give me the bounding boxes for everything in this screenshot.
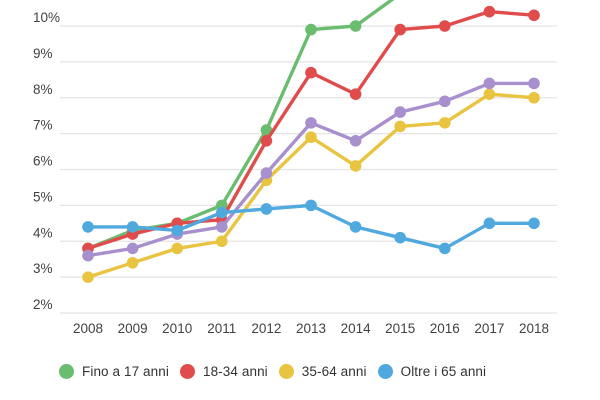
data-point-fino-a-17-2013[interactable] — [305, 23, 317, 36]
data-point-viola-2017[interactable] — [483, 77, 496, 90]
legend-dot-18-34 — [179, 364, 195, 379]
y-tick-label: 2% — [33, 297, 53, 312]
legend-item-oltre-65: Oltre i 65 anni — [377, 364, 487, 379]
data-point-viola-2011[interactable] — [216, 221, 228, 233]
series-line-18-34 — [86, 9, 536, 251]
legend-dot-oltre-65 — [377, 364, 393, 379]
data-point-fino-a-17-2014[interactable] — [349, 20, 362, 32]
x-tick-label: 2015 — [385, 321, 415, 336]
data-point-35-64-2013[interactable] — [305, 131, 317, 144]
data-point-18-34-2018[interactable] — [528, 9, 540, 22]
data-point-oltre-65-2013[interactable] — [305, 199, 317, 212]
y-tick-label: 6% — [33, 154, 53, 169]
data-point-35-64-2008[interactable] — [82, 271, 94, 283]
y-tick-label: 4% — [33, 225, 53, 240]
x-tick-label: 2012 — [251, 321, 281, 336]
data-point-viola-2016[interactable] — [439, 95, 451, 108]
chart-legend: Fino a 17 anni 18-34 anni 35-64 anni Oltre … — [59, 364, 486, 379]
legend-label-oltre-65: Oltre i 65 anni — [400, 364, 487, 379]
data-point-viola-2009[interactable] — [126, 242, 139, 255]
legend-dot-fino-a-17 — [59, 364, 74, 379]
x-tick-label: 2016 — [430, 321, 460, 336]
y-tick-label: 9% — [33, 46, 53, 61]
data-point-18-34-2015[interactable] — [394, 23, 407, 36]
data-point-fino-a-17-2012[interactable] — [260, 124, 273, 136]
legend-item-18-34: 18-34 anni — [179, 364, 268, 379]
data-point-18-34-2016[interactable] — [439, 20, 451, 32]
data-point-viola-2012[interactable] — [260, 167, 273, 179]
x-tick-label: 2011 — [207, 321, 236, 336]
data-point-35-64-2015[interactable] — [394, 120, 407, 133]
x-tick-label: 2009 — [118, 321, 148, 336]
y-tick-label: 7% — [33, 118, 53, 133]
data-point-oltre-65-2015[interactable] — [394, 231, 407, 244]
data-point-oltre-65-2008[interactable] — [82, 221, 94, 233]
data-point-viola-2008[interactable] — [82, 249, 94, 262]
data-point-35-64-2017[interactable] — [483, 88, 496, 100]
data-point-18-34-2012[interactable] — [260, 135, 273, 147]
data-point-35-64-2018[interactable] — [528, 91, 540, 104]
data-point-18-34-2017[interactable] — [483, 5, 496, 18]
data-point-oltre-65-2018[interactable] — [528, 217, 540, 230]
data-point-viola-2014[interactable] — [349, 135, 362, 147]
data-point-oltre-65-2014[interactable] — [349, 221, 362, 233]
data-point-viola-2018[interactable] — [528, 77, 540, 90]
data-point-viola-2013[interactable] — [305, 117, 317, 129]
x-tick-label: 2017 — [474, 321, 504, 336]
legend-label-35-64: 35-64 anni — [301, 364, 367, 379]
x-tick-label: 2014 — [341, 321, 372, 336]
x-tick-label: 2013 — [296, 321, 326, 336]
data-point-oltre-65-2016[interactable] — [439, 242, 451, 255]
data-point-35-64-2016[interactable] — [439, 117, 451, 129]
data-point-oltre-65-2017[interactable] — [483, 217, 496, 230]
x-tick-label: 2010 — [162, 321, 192, 336]
data-point-35-64-2010[interactable] — [171, 242, 183, 255]
y-tick-label: 10% — [33, 10, 60, 25]
data-point-35-64-2014[interactable] — [349, 160, 362, 172]
y-tick-label: 5% — [33, 189, 53, 204]
legend-item-35-64: 35-64 anni — [278, 364, 367, 379]
data-point-oltre-65-2009[interactable] — [126, 221, 139, 233]
data-point-viola-2015[interactable] — [394, 106, 407, 118]
line-chart-svg: 10% 9% 8% 7% 6% 5% 4% 3% 2% 2008 2009 2010 2011 2012 2… — [33, 0, 557, 336]
data-point-35-64-2011[interactable] — [216, 235, 228, 248]
x-tick-label: 2018 — [519, 321, 549, 336]
y-tick-label: 8% — [33, 82, 53, 97]
data-point-18-34-2014[interactable] — [349, 88, 362, 100]
data-point-35-64-2009[interactable] — [126, 256, 139, 269]
legend-item-fino-a-17: Fino a 17 anni — [59, 364, 169, 379]
data-point-oltre-65-2012[interactable] — [260, 203, 273, 215]
y-tick-label: 3% — [33, 261, 53, 276]
data-point-18-34-2013[interactable] — [305, 66, 317, 79]
data-point-oltre-65-2010[interactable] — [171, 224, 183, 237]
series-line-fino-a-17 — [86, 0, 395, 251]
legend-label-18-34: 18-34 anni — [202, 364, 268, 379]
legend-dot-35-64 — [278, 364, 294, 379]
legend-label-fino-a-17: Fino a 17 anni — [82, 364, 169, 379]
data-point-oltre-65-2011[interactable] — [216, 206, 228, 219]
x-tick-label: 2008 — [73, 321, 103, 336]
